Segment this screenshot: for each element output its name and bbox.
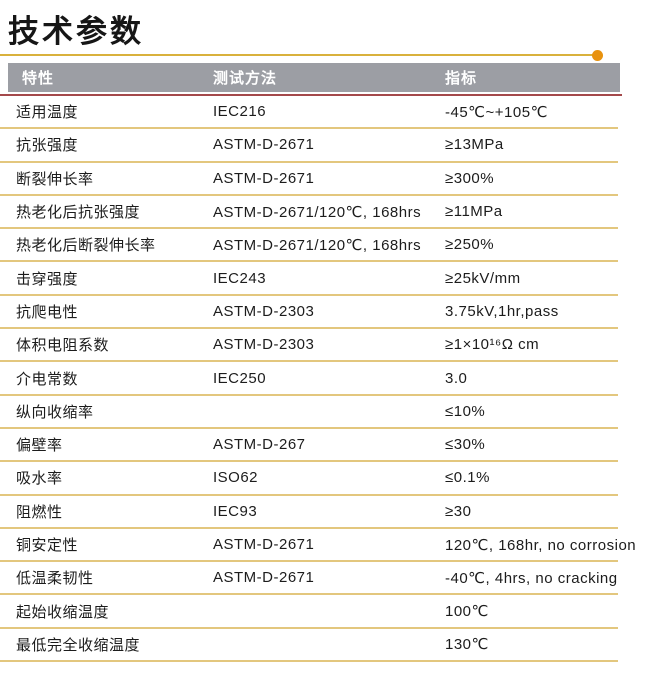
cell-property: 体积电阻系数 xyxy=(16,337,110,355)
cell-value: ≤0.1% xyxy=(445,469,490,487)
cell-value: 100℃ xyxy=(445,603,489,621)
cell-value: -40℃, 4hrs, no cracking xyxy=(445,569,618,587)
cell-value: ≥13MPa xyxy=(445,136,504,154)
table-row: 热老化后抗张强度 ASTM-D-2671/120℃, 168hrs ≥11MPa xyxy=(0,196,618,230)
cell-method: ISO62 xyxy=(213,469,259,487)
table-row: 最低完全收缩温度 130℃ xyxy=(0,629,618,663)
cell-method: IEC250 xyxy=(213,369,267,387)
cell-method: ASTM-D-2671 xyxy=(213,136,315,154)
table-row: 抗爬电性 ASTM-D-2303 3.75kV,1hr,pass xyxy=(0,296,618,330)
header-cell-value: 指标 xyxy=(445,70,478,87)
cell-method: ASTM-D-267 xyxy=(213,436,306,454)
cell-property: 纵向收缩率 xyxy=(16,403,94,421)
cell-value: 120℃, 168hr, no corrosion xyxy=(445,536,637,554)
cell-property: 适用温度 xyxy=(16,104,79,122)
cell-property: 抗张强度 xyxy=(16,137,79,155)
cell-property: 起始收缩温度 xyxy=(16,603,110,621)
table-row: 铜安定性 ASTM-D-2671 120℃, 168hr, no corrosi… xyxy=(0,529,636,563)
table-row: 抗张强度 ASTM-D-2671 ≥13MPa xyxy=(0,129,618,163)
table-row: 阻燃性 IEC93 ≥30 xyxy=(0,496,618,529)
cell-value: ≤10% xyxy=(445,402,486,420)
cell-property: 热老化后抗张强度 xyxy=(16,204,141,222)
cell-property: 介电常数 xyxy=(16,370,79,388)
cell-value: 3.0 xyxy=(445,369,468,387)
table-header: 特性 测试方法 指标 xyxy=(8,63,620,92)
cell-method: ASTM-D-2671 xyxy=(213,569,315,587)
cell-value: ≥30 xyxy=(445,502,472,520)
page-title: 技术参数 xyxy=(8,14,144,49)
cell-method: IEC216 xyxy=(213,103,267,121)
cell-property: 吸水率 xyxy=(16,470,63,488)
cell-value: 3.75kV,1hr,pass xyxy=(445,302,559,320)
cell-property: 击穿强度 xyxy=(16,270,79,288)
cell-property: 最低完全收缩温度 xyxy=(16,636,141,654)
cell-value: ≥300% xyxy=(445,169,495,187)
spec-table-body: 适用温度 IEC216 -45℃~+105℃ 抗张强度 ASTM-D-2671 … xyxy=(0,96,636,663)
cell-property: 热老化后断裂伸长率 xyxy=(16,237,156,255)
table-row: 纵向收缩率 ≤10% xyxy=(0,396,618,429)
table-row: 适用温度 IEC216 -45℃~+105℃ xyxy=(0,96,618,130)
cell-value: ≥250% xyxy=(445,236,495,254)
table-row: 低温柔韧性 ASTM-D-2671 -40℃, 4hrs, no crackin… xyxy=(0,562,618,596)
cell-property: 阻燃性 xyxy=(16,503,63,521)
cell-property: 低温柔韧性 xyxy=(16,570,94,588)
table-row: 吸水率 ISO62 ≤0.1% xyxy=(0,462,618,496)
cell-method: ASTM-D-2671/120℃, 168hrs xyxy=(213,236,422,254)
table-row: 断裂伸长率 ASTM-D-2671 ≥300% xyxy=(0,163,618,196)
cell-method: IEC93 xyxy=(213,502,258,520)
cell-property: 偏壁率 xyxy=(16,437,63,455)
table-row: 热老化后断裂伸长率 ASTM-D-2671/120℃, 168hrs ≥250% xyxy=(0,229,618,263)
table-row: 体积电阻系数 ASTM-D-2303 ≥1×10¹⁶Ω cm xyxy=(0,329,618,363)
header-cell-method: 测试方法 xyxy=(213,70,278,87)
cell-value: 130℃ xyxy=(445,636,489,654)
cell-property: 铜安定性 xyxy=(16,537,79,554)
cell-value: -45℃~+105℃ xyxy=(445,103,548,121)
title-rule xyxy=(0,54,593,56)
table-row: 击穿强度 IEC243 ≥25kV/mm xyxy=(0,262,618,296)
title-rule-dot xyxy=(592,50,603,61)
cell-property: 断裂伸长率 xyxy=(16,170,94,188)
cell-value: ≥1×10¹⁶Ω cm xyxy=(445,336,540,354)
cell-method: ASTM-D-2671 xyxy=(213,169,315,187)
cell-value: ≥25kV/mm xyxy=(445,269,521,287)
table-row: 偏壁率 ASTM-D-267 ≤30% xyxy=(0,429,618,463)
cell-method: IEC243 xyxy=(213,269,267,287)
cell-method: ASTM-D-2303 xyxy=(213,336,315,354)
cell-value: ≥11MPa xyxy=(445,203,503,221)
header-underline xyxy=(0,94,622,96)
cell-method: ASTM-D-2671/120℃, 168hrs xyxy=(213,203,422,221)
cell-property: 抗爬电性 xyxy=(16,303,79,321)
cell-value: ≤30% xyxy=(445,436,486,454)
cell-method: ASTM-D-2671 xyxy=(213,536,315,553)
table-row: 起始收缩温度 100℃ xyxy=(0,595,618,629)
table-row: 介电常数 IEC250 3.0 xyxy=(0,362,618,396)
cell-method: ASTM-D-2303 xyxy=(213,302,315,320)
header-cell-property: 特性 xyxy=(22,70,55,87)
